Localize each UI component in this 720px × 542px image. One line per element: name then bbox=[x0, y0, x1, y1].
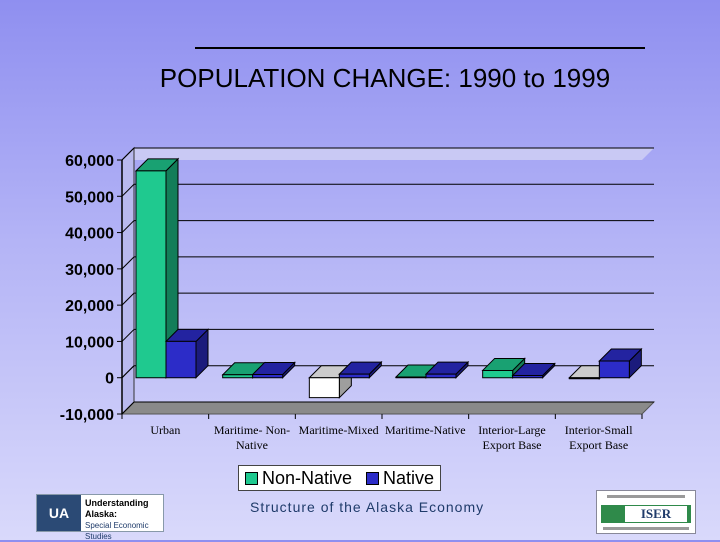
x-tick-label: Interior-Small bbox=[565, 423, 633, 437]
y-tick-label: 20,000 bbox=[65, 298, 114, 315]
gridline-depth bbox=[121, 292, 135, 306]
bar-native-5 bbox=[598, 347, 643, 379]
y-tick-label: 40,000 bbox=[65, 226, 114, 243]
x-tick-label: Maritime-Mixed bbox=[299, 423, 379, 437]
chart-top-strip bbox=[122, 148, 654, 160]
bar-native-4 bbox=[511, 362, 556, 379]
gridline-depth bbox=[121, 220, 135, 233]
title-rule bbox=[195, 47, 645, 49]
ua-text: Understanding Alaska: Special Economic S… bbox=[81, 495, 163, 541]
x-tick-label: Maritime-Native bbox=[385, 423, 466, 437]
legend: Non-Native Native bbox=[238, 465, 442, 491]
bar-native-3 bbox=[424, 360, 470, 379]
y-tick-label: 30,000 bbox=[65, 262, 114, 279]
bar-native-2 bbox=[338, 360, 383, 379]
legend-item-non-native: Non-Native bbox=[245, 468, 352, 489]
bar-chart: -10,000 0 10,000 20,000 30,000 40,000 50,000 60… bbox=[60, 146, 656, 452]
x-tick-label: Native bbox=[236, 438, 268, 452]
gridline-depth bbox=[121, 256, 135, 270]
legend-swatch-non-native bbox=[245, 471, 258, 485]
gridline-depth bbox=[121, 147, 135, 161]
iser-name: ISER bbox=[625, 506, 687, 522]
legend-label-non-native: Non-Native bbox=[262, 467, 353, 488]
y-tick-label: -10,000 bbox=[60, 407, 114, 424]
y-tick-label: 0 bbox=[105, 371, 114, 388]
bar-native-0 bbox=[164, 328, 210, 379]
y-tick-label: 10,000 bbox=[65, 334, 114, 351]
gridline-depth bbox=[121, 329, 135, 342]
gridline-depth bbox=[121, 401, 135, 415]
chart-side-wall bbox=[121, 146, 135, 416]
ua-mark: UA bbox=[37, 495, 81, 531]
chart-title: POPULATION CHANGE: 1990 to 1999 bbox=[159, 63, 611, 93]
understanding-alaska-logo: UA Understanding Alaska: Special Economi… bbox=[36, 494, 164, 541]
gridline-depth bbox=[121, 183, 135, 197]
chart-floor bbox=[120, 401, 656, 415]
ua-subtitle: Special Economic Studies bbox=[85, 521, 149, 541]
ua-name: Understanding Alaska: bbox=[85, 498, 149, 519]
x-tick-label: Export Base bbox=[483, 438, 542, 452]
x-tick-label: Export Base bbox=[569, 438, 628, 452]
bar-non-native-0 bbox=[134, 157, 180, 379]
legend-swatch-native bbox=[366, 471, 380, 485]
iser-top-rule bbox=[607, 495, 685, 498]
y-tick-label: 60,000 bbox=[65, 153, 114, 170]
footer-text: Structure of the Alaska Economy bbox=[250, 499, 485, 515]
x-tick-label: Interior-Large bbox=[478, 423, 546, 437]
zero-depth-line bbox=[121, 365, 135, 379]
bar-native-1 bbox=[251, 361, 296, 379]
x-tick-label: Urban bbox=[150, 423, 180, 437]
x-tick-label: Maritime- Non- bbox=[214, 423, 290, 437]
y-tick-label: 50,000 bbox=[65, 189, 114, 206]
legend-label-native: Native bbox=[383, 467, 435, 488]
iser-bottom-rule bbox=[603, 527, 689, 530]
iser-logo: ISER bbox=[596, 490, 696, 534]
legend-item-native: Native bbox=[366, 468, 434, 489]
